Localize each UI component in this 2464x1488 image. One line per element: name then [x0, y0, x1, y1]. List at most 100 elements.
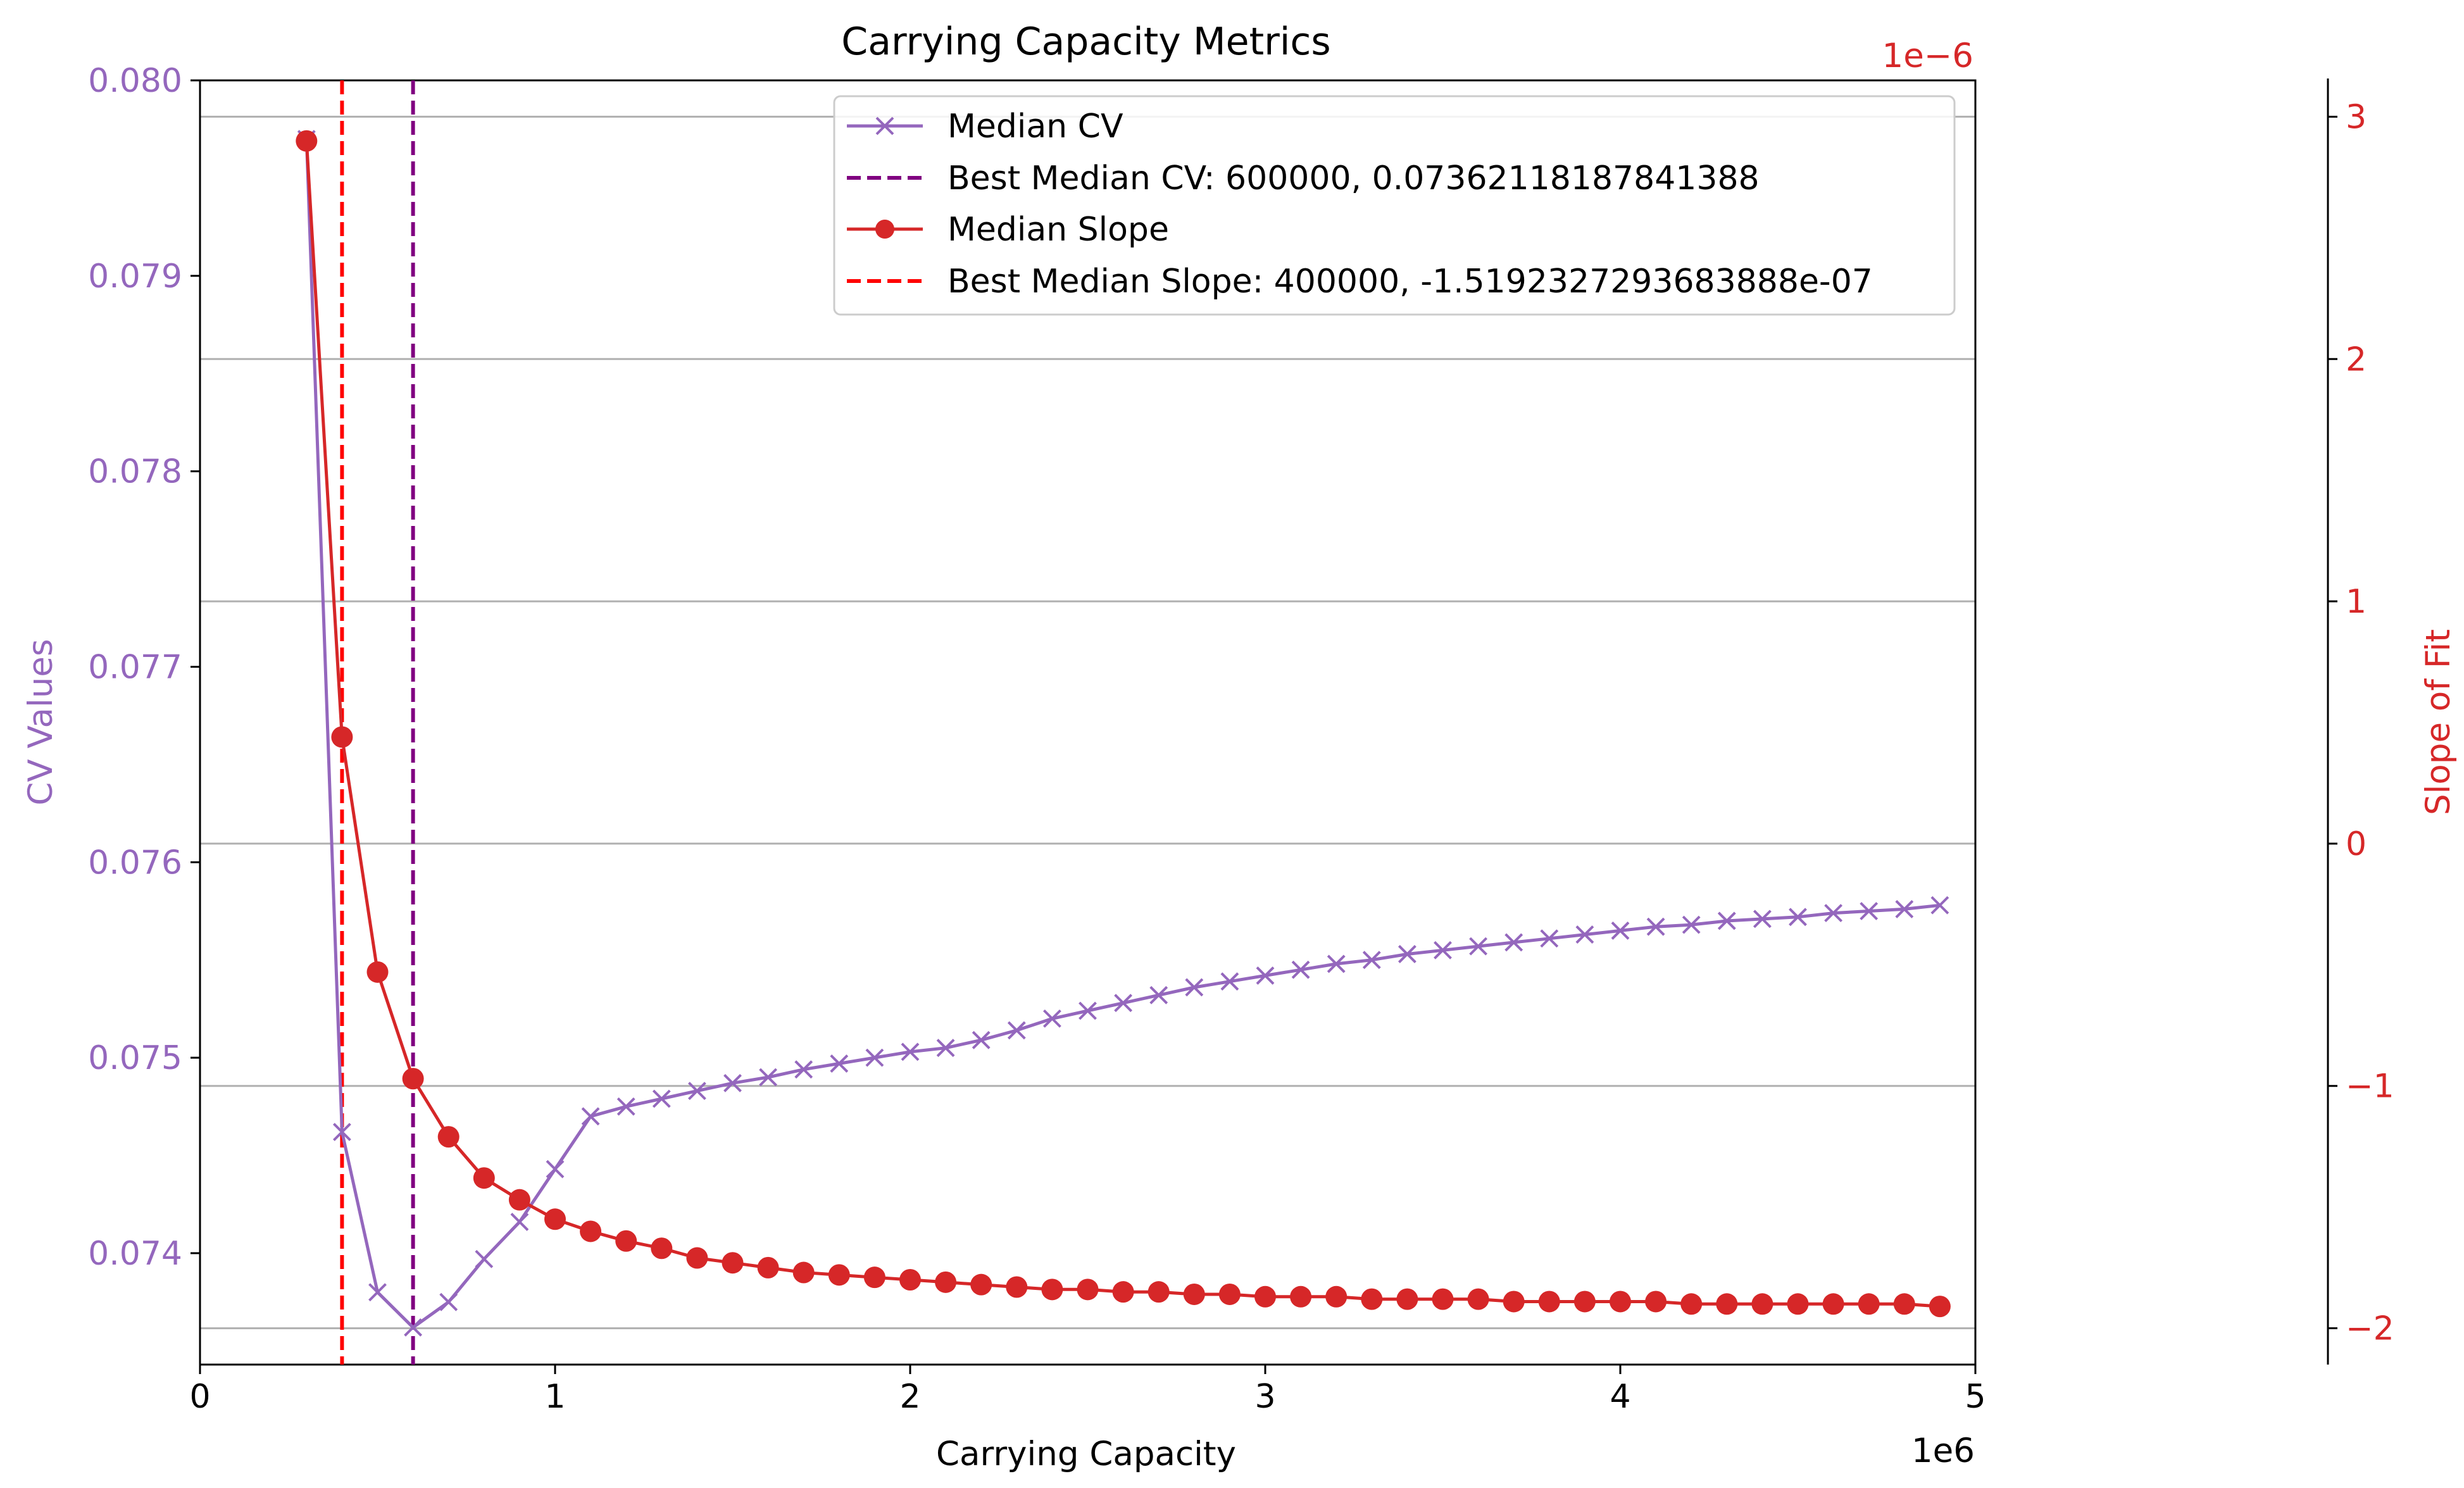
median-cv-point	[652, 1089, 671, 1108]
legend-item-median-cv: Median CV	[847, 108, 1123, 146]
median-cv-point	[1753, 910, 1772, 928]
median-slope-point	[1645, 1291, 1667, 1313]
median-slope-point	[615, 1230, 637, 1252]
grid-lines	[200, 115, 1975, 1330]
right-tick-label: 1	[2346, 583, 2367, 621]
median-slope-point	[1112, 1281, 1134, 1303]
x-tick-label: 0	[189, 1378, 210, 1416]
left-tick-label: 0.077	[88, 648, 182, 686]
median-slope-point	[580, 1220, 602, 1242]
legend-marker-x-icon	[875, 116, 894, 135]
median-slope-point	[1218, 1283, 1241, 1305]
median-slope-point	[1680, 1293, 1703, 1315]
median-cv-point	[439, 1292, 458, 1311]
median-cv-point	[1220, 972, 1239, 991]
median-slope-point	[331, 726, 353, 748]
right-axis-ticks: 3 2 1 0 −1 −2	[2328, 98, 2394, 1348]
right-tick-label: 3	[2346, 98, 2367, 136]
legend-box	[833, 95, 1956, 316]
left-tick-label: 0.080	[88, 62, 182, 100]
median-cv-point	[1575, 925, 1594, 944]
x-tick-label: 4	[1610, 1378, 1630, 1416]
median-cv-point	[510, 1213, 529, 1231]
median-slope-point	[1538, 1291, 1560, 1313]
legend-label-best-median-slope: Best Median Slope: 400000, -1.5192327293…	[947, 263, 1873, 301]
right-tick-label: 2	[2346, 341, 2367, 378]
median-cv-point	[616, 1097, 635, 1116]
median-slope-point	[437, 1126, 460, 1148]
legend-marker-circle-icon	[875, 220, 894, 239]
median-slope-point	[970, 1273, 992, 1296]
series-median-slope	[296, 130, 1951, 1318]
median-cv-point	[1717, 911, 1736, 930]
median-cv-point	[972, 1030, 991, 1049]
x-axis-ticks: 0 1 2 3 4 5	[189, 1365, 1986, 1416]
median-cv-point	[1469, 937, 1488, 956]
median-cv-point	[723, 1073, 742, 1092]
legend: Median CV Best Median CV: 600000, 0.0736…	[833, 95, 1956, 316]
median-cv-point	[332, 1123, 351, 1141]
median-cv-point	[1291, 960, 1310, 979]
left-axis-ticks: 0.080 0.079 0.078 0.077 0.076 0.075 0.074	[88, 62, 200, 1273]
reference-lines	[340, 80, 415, 1365]
legend-label-median-slope: Median Slope	[947, 211, 1169, 249]
median-cv-point	[1149, 985, 1168, 1004]
median-cv-point	[759, 1068, 778, 1087]
median-slope-point	[1467, 1288, 1489, 1310]
plot-frame	[199, 79, 1977, 1366]
median-slope-point	[1787, 1293, 1809, 1315]
median-cv-point	[1007, 1021, 1026, 1040]
median-cv-point	[794, 1060, 813, 1079]
left-tick-label: 0.074	[88, 1235, 182, 1273]
chart-title: Carrying Capacity Metrics	[841, 20, 1330, 64]
median-cv-point	[1434, 941, 1452, 960]
median-slope-point	[508, 1189, 530, 1211]
median-cv-point	[546, 1160, 565, 1179]
median-slope-point	[722, 1252, 744, 1274]
median-slope-point	[757, 1256, 779, 1279]
median-cv-point	[475, 1249, 494, 1268]
median-cv-point	[1682, 915, 1701, 934]
median-cv-point	[1540, 929, 1559, 948]
median-slope-point	[1573, 1291, 1596, 1313]
median-slope-point	[935, 1271, 957, 1293]
median-cv-point	[1042, 1009, 1061, 1028]
median-cv-point	[1789, 908, 1807, 927]
legend-item-best-median-slope: Best Median Slope: 400000, -1.5192327293…	[847, 263, 1873, 301]
median-slope-point	[544, 1208, 566, 1230]
median-slope-point	[792, 1261, 815, 1284]
median-cv-point	[1185, 978, 1204, 997]
median-slope-point	[1858, 1293, 1880, 1315]
median-slope-point	[899, 1269, 921, 1291]
x-axis-scale-label: 1e6	[1911, 1432, 1975, 1470]
legend-label-best-median-cv: Best Median CV: 600000, 0.07362118187841…	[947, 159, 1760, 197]
left-tick-label: 0.079	[88, 258, 182, 296]
right-axis-scale-label: 1e−6	[1882, 37, 1973, 75]
median-slope-point	[1077, 1279, 1099, 1301]
left-axis-label: CV Values	[22, 639, 60, 805]
median-slope-point	[402, 1068, 424, 1090]
left-tick-label: 0.075	[88, 1039, 182, 1077]
median-slope-point	[1610, 1291, 1631, 1313]
median-slope-point	[1893, 1293, 1915, 1315]
left-tick-label: 0.078	[88, 453, 182, 491]
median-slope-point	[1822, 1293, 1844, 1315]
median-slope-point	[1183, 1283, 1205, 1305]
median-slope-point	[1006, 1276, 1028, 1298]
right-tick-label: −1	[2346, 1068, 2394, 1106]
x-tick-label: 5	[1965, 1378, 1986, 1416]
legend-item-median-slope: Median Slope	[847, 211, 1169, 249]
legend-label-median-cv: Median CV	[947, 108, 1123, 146]
legend-item-best-median-cv: Best Median CV: 600000, 0.07362118187841…	[847, 159, 1760, 197]
median-cv-point	[1327, 954, 1346, 973]
median-slope-point	[296, 130, 318, 152]
median-cv-point	[1930, 896, 1949, 915]
median-cv-point	[1860, 902, 1879, 920]
median-slope-point	[651, 1237, 673, 1260]
median-cv-point	[404, 1318, 423, 1337]
median-slope-point	[1325, 1285, 1348, 1308]
median-cv-point	[581, 1107, 600, 1126]
median-slope-point	[1396, 1288, 1418, 1310]
median-cv-point	[1256, 966, 1275, 985]
median-slope-point	[1361, 1288, 1383, 1310]
